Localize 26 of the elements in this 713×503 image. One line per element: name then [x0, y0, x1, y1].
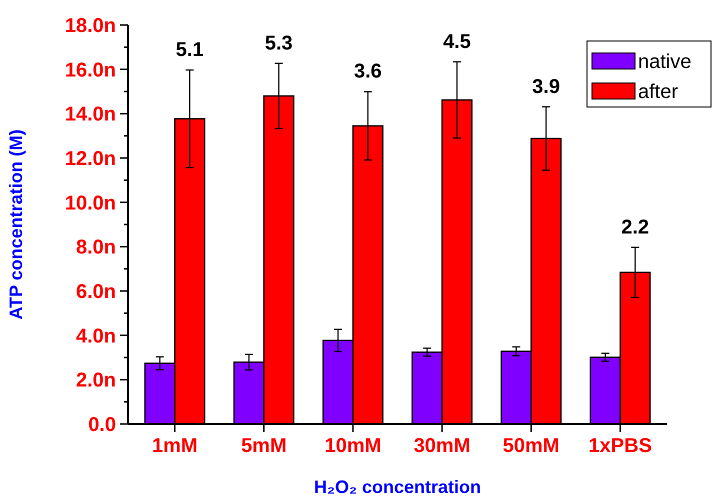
y-tick-label: 4.0n — [76, 325, 116, 348]
annotation: 3.9 — [532, 76, 560, 98]
annotation: 3.6 — [354, 60, 382, 83]
y-tick-label: 8.0n — [76, 236, 116, 259]
x-tick-label: 5mM — [241, 435, 287, 457]
y-tick-label: 10.0n — [64, 192, 116, 214]
y-axis-title: ATP concentration (M) — [6, 129, 26, 320]
y-tick-label: 12.0n — [64, 148, 116, 170]
x-tick-label: 50mM — [502, 435, 560, 457]
y-tick-label: 0.0 — [88, 414, 116, 436]
legend-label: after — [638, 81, 678, 103]
annotation: 5.1 — [176, 39, 204, 61]
legend-label: native — [638, 51, 692, 73]
y-tick-label: 14.0n — [64, 104, 116, 126]
y-tick-label: 2.0n — [76, 370, 116, 392]
x-axis-title: H₂O₂ concentration — [314, 477, 482, 497]
x-tick-label: 1mM — [152, 435, 198, 457]
annotation: 2.2 — [621, 216, 650, 238]
y-tick-label: 16.0n — [64, 59, 116, 82]
annotation: 4.5 — [443, 30, 471, 53]
y-tick-label: 18.0n — [64, 15, 116, 37]
y-tick-label: 6.0n — [76, 281, 116, 303]
annotation: 5.3 — [264, 32, 293, 54]
x-tick-label: 1xPBS — [588, 435, 652, 457]
x-tick-label: 30mM — [414, 435, 470, 457]
x-tick-label: 10mM — [324, 435, 382, 457]
